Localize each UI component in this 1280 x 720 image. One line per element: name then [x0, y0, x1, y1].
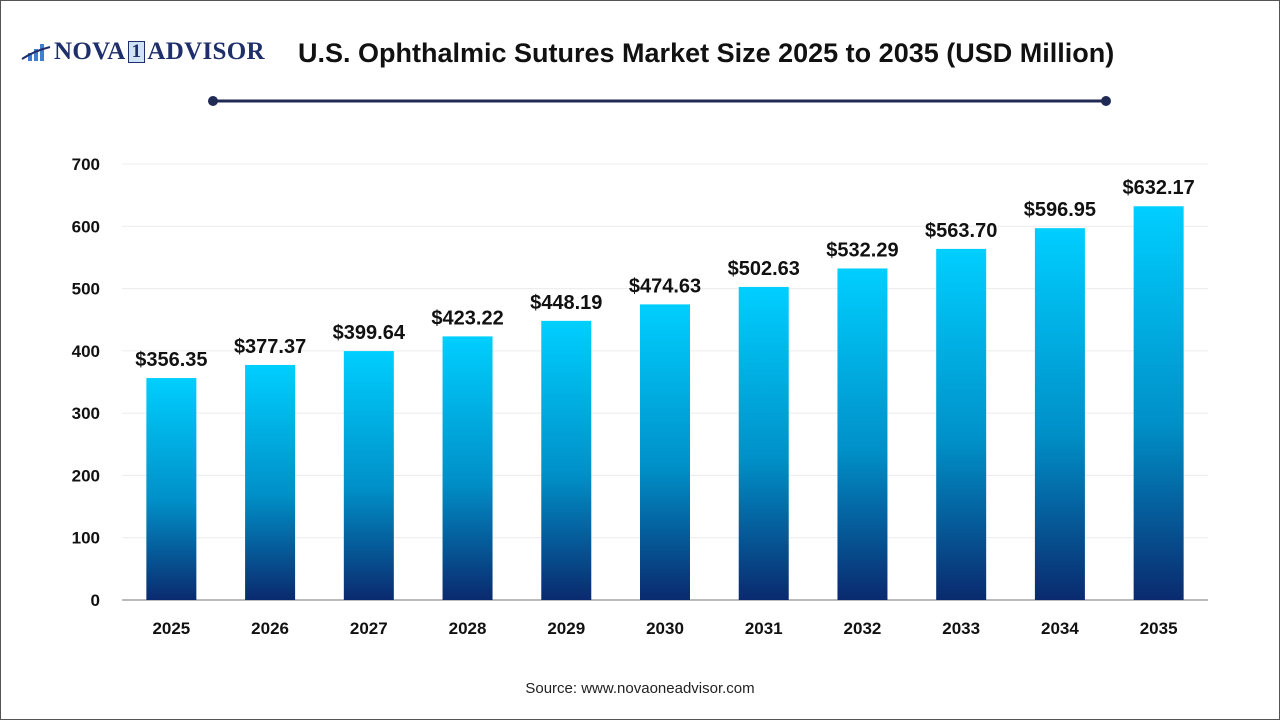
chart-title: U.S. Ophthalmic Sutures Market Size 2025… [298, 38, 1115, 68]
data-label: $356.35 [135, 349, 207, 371]
bar [245, 364, 296, 600]
y-tick-label: 100 [72, 529, 100, 548]
data-label: $502.63 [728, 258, 800, 280]
divider-dot [208, 96, 218, 106]
bar [936, 248, 987, 600]
x-tick-label: 2027 [350, 619, 388, 638]
x-tick-label: 2032 [844, 619, 882, 638]
bar [738, 286, 789, 600]
logo-text-advisor: ADVISOR [147, 38, 265, 65]
y-tick-label: 300 [72, 404, 100, 423]
y-tick-label: 0 [91, 591, 100, 610]
bar [146, 378, 197, 600]
data-label: $632.17 [1122, 177, 1194, 199]
data-label: $563.70 [925, 220, 997, 242]
data-label: $423.22 [431, 307, 503, 329]
y-tick-label: 700 [72, 155, 100, 174]
title-divider [208, 96, 1111, 106]
y-tick-label: 400 [72, 342, 100, 361]
logo: NOVA 1 ADVISOR [20, 38, 265, 66]
x-tick-label: 2026 [251, 619, 289, 638]
divider-dot [1101, 96, 1111, 106]
data-label: $532.29 [826, 239, 898, 261]
bar-chart-logo-icon [21, 44, 51, 61]
source-note: Source: www.novaoneadvisor.com [525, 680, 755, 697]
data-label: $448.19 [530, 292, 602, 314]
bar [837, 268, 888, 600]
x-tick-label: 2031 [745, 619, 783, 638]
y-tick-label: 600 [72, 217, 100, 236]
x-tick-label: 2035 [1140, 619, 1178, 638]
logo-text-one: 1 [127, 41, 146, 63]
bar [640, 304, 690, 600]
x-tick-label: 2029 [547, 619, 585, 638]
bar [1034, 228, 1085, 600]
logo-text-nova: NOVA [54, 38, 126, 65]
x-tick-label: 2025 [152, 619, 190, 638]
data-label: $596.95 [1024, 199, 1096, 221]
data-label: $474.63 [629, 275, 701, 297]
bar [442, 336, 493, 600]
data-label: $399.64 [333, 322, 406, 344]
x-tick-label: 2033 [942, 619, 980, 638]
data-label: $377.37 [234, 336, 306, 358]
y-tick-label: 200 [72, 466, 100, 485]
y-tick-label: 500 [72, 280, 100, 299]
x-tick-label: 2034 [1041, 619, 1079, 638]
bar [343, 351, 394, 600]
x-tick-label: 2030 [646, 619, 684, 638]
bar [541, 320, 592, 600]
bar [1133, 206, 1184, 600]
x-tick-label: 2028 [449, 619, 487, 638]
